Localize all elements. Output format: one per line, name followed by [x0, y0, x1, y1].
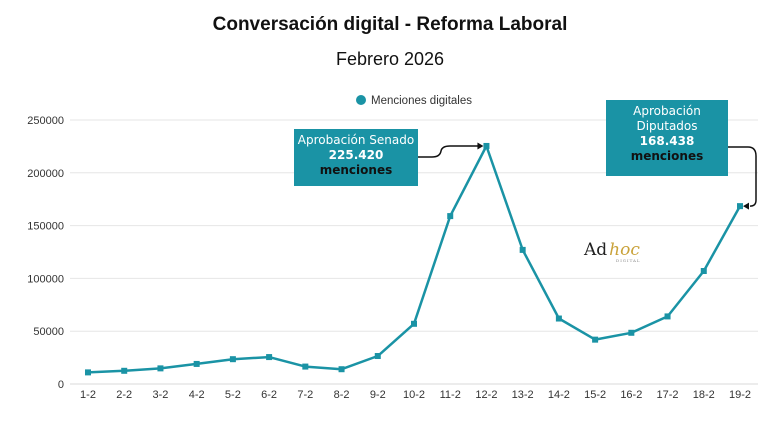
logo-text-main: Ad	[584, 240, 608, 260]
x-tick-label: 15-2	[584, 389, 606, 401]
x-tick-label: 7-2	[297, 389, 313, 401]
grid-lines	[70, 119, 758, 385]
y-tick-label: 0	[58, 379, 64, 391]
y-tick-label: 50000	[33, 326, 64, 338]
annotation-senado-label: Aprobación Senado	[297, 133, 415, 147]
y-tick-label: 200000	[27, 168, 64, 180]
x-tick-label: 18-2	[693, 389, 715, 401]
data-point	[519, 246, 526, 253]
y-tick-label: 150000	[27, 221, 64, 233]
arrowhead-diputados	[743, 202, 749, 210]
data-point	[555, 315, 562, 322]
data-point	[737, 203, 743, 210]
x-tick-label: 6-2	[261, 389, 277, 401]
legend-marker	[356, 95, 366, 105]
y-tick-label: 250000	[27, 115, 64, 127]
annotation-diputados-value: 168.438	[639, 134, 695, 148]
arrow-diputados	[728, 146, 757, 207]
x-tick-label: 17-2	[657, 389, 679, 401]
data-point	[411, 320, 417, 327]
annotation-diputados-unit: menciones	[630, 149, 704, 163]
annotation-diputados: Aprobación Diputados 168.438 menciones	[606, 100, 728, 176]
x-tick-label: 13-2	[512, 389, 534, 401]
data-point	[121, 367, 128, 374]
x-tick-label: 3-2	[152, 389, 168, 401]
y-axis-ticks: 0 50000 100000 150000 200000 250000	[27, 115, 64, 391]
arrowhead-senado	[477, 142, 484, 150]
x-tick-label: 5-2	[225, 389, 241, 401]
data-point	[266, 354, 273, 361]
x-tick-label: 10-2	[403, 389, 425, 401]
annotation-diputados-label-2: Diputados	[636, 119, 698, 133]
data-point	[157, 365, 164, 372]
annotation-senado-value: 225.420	[328, 148, 384, 162]
logo-text-accent: hoc	[609, 240, 640, 260]
annotation-senado-unit: menciones	[319, 163, 393, 177]
x-tick-label: 11-2	[440, 389, 461, 401]
annotation-arrows	[418, 142, 757, 210]
data-point	[483, 142, 490, 149]
data-point	[447, 213, 454, 220]
chart-subtitle: Febrero 2026	[335, 49, 445, 69]
x-tick-label: 8-2	[334, 389, 350, 401]
data-point	[85, 369, 91, 376]
annotation-diputados-label-1: Aprobación	[633, 104, 701, 118]
x-tick-label: 14-2	[548, 389, 570, 401]
data-point	[193, 360, 200, 367]
data-point	[664, 313, 671, 320]
x-tick-label: 2-2	[116, 389, 132, 401]
arrow-senado	[418, 145, 481, 158]
chart-title: Conversación digital - Reforma Laboral	[212, 14, 568, 35]
x-axis-ticks: 1-2 2-2 3-2 4-2 5-2 6-2 7-2 8-2 9-2 10-2 11-2 12-2 1…	[80, 389, 751, 401]
x-tick-label: 9-2	[370, 389, 386, 401]
data-point	[374, 353, 381, 360]
data-point	[338, 366, 345, 373]
data-point	[592, 336, 599, 343]
x-tick-label: 4-2	[189, 389, 205, 401]
data-point	[302, 363, 309, 370]
legend-label: Menciones digitales	[371, 95, 472, 107]
adhoc-logo: Ad hoc DIGITAL	[584, 240, 641, 263]
annotation-senado: Aprobación Senado 225.420 menciones	[294, 129, 418, 186]
series-points	[85, 142, 743, 376]
x-tick-label: 1-2	[80, 389, 96, 401]
logo-text-small: DIGITAL	[616, 258, 641, 263]
x-tick-label: 12-2	[475, 389, 497, 401]
data-point	[700, 268, 707, 275]
x-tick-label: 19-2	[729, 389, 751, 401]
data-point	[628, 329, 635, 336]
y-tick-label: 100000	[27, 273, 64, 285]
data-point	[229, 356, 236, 363]
legend: Menciones digitales	[356, 95, 472, 107]
x-tick-label: 16-2	[620, 389, 642, 401]
